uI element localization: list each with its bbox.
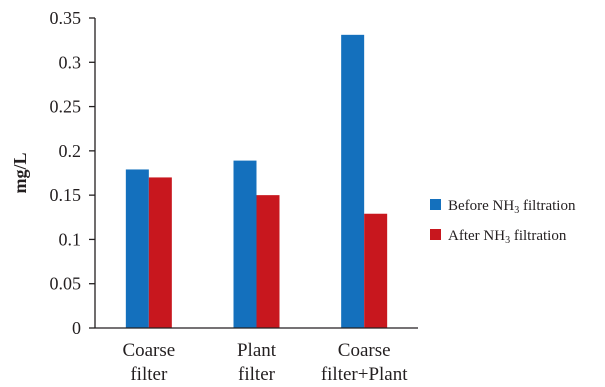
x-category-labels: Coarse filter Plant filter Coarse filter+Plan…	[122, 340, 408, 385]
legend-label-before: Before NH3 filtration	[448, 198, 576, 216]
y-tick-label: 0	[72, 318, 81, 338]
x-category-label: Plant	[237, 340, 277, 361]
bar-before-2	[341, 34, 365, 328]
bar-before-0	[125, 169, 149, 328]
bar-before-1	[233, 160, 257, 328]
legend-label-after: After NH3 filtration	[448, 228, 567, 246]
legend-swatch-before	[430, 199, 441, 210]
legend-swatch-after	[430, 229, 441, 240]
x-category-label: filter	[238, 364, 276, 385]
y-tick-label: 0.15	[50, 185, 82, 205]
bar-after-1	[256, 195, 280, 328]
y-tick-label: 0.05	[50, 274, 82, 294]
legend: Before NH3 filtration After NH3 filtratio…	[430, 198, 576, 246]
bar-after-0	[148, 177, 172, 328]
y-tick-label: 0.25	[50, 97, 82, 117]
y-tick-label: 0.35	[50, 8, 82, 28]
x-category-label: filter+Plant	[321, 364, 408, 385]
y-ticks-group: 0 0.05 0.1 0.15 0.2 0.25 0.3 0.35	[50, 8, 95, 338]
bars-group	[125, 34, 388, 328]
x-category-label: Coarse	[122, 340, 175, 361]
axes-group	[94, 18, 418, 329]
x-category-label: Coarse	[338, 340, 391, 361]
y-axis-title: mg/L	[10, 152, 30, 193]
y-tick-label: 0.2	[59, 141, 82, 161]
bar-after-2	[364, 213, 388, 328]
x-category-label: filter	[130, 364, 168, 385]
y-tick-label: 0.3	[59, 52, 82, 72]
y-tick-label: 0.1	[59, 229, 82, 249]
